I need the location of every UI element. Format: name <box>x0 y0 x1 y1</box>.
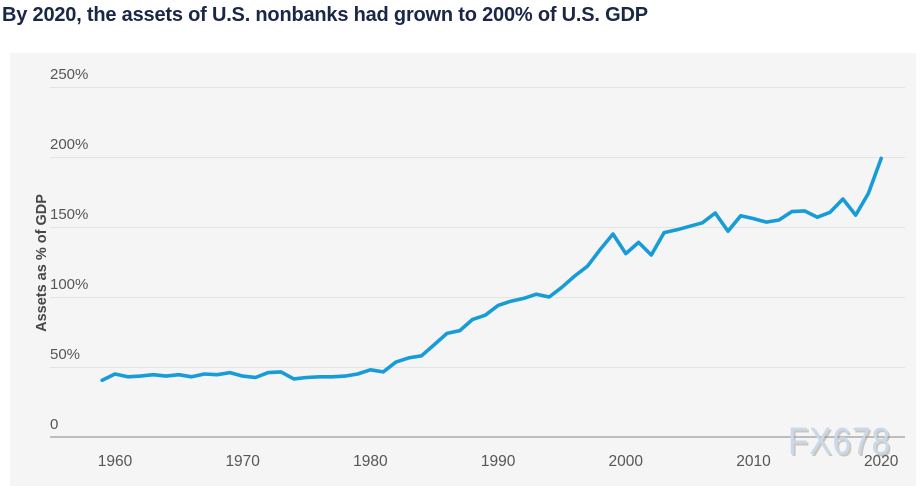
y-axis-title: Assets as % of GDP <box>34 194 50 332</box>
y-tick-50%: 50% <box>50 346 81 363</box>
x-tick-1990: 1990 <box>480 453 516 470</box>
y-tick-0: 0 <box>50 416 59 433</box>
y-tick-250%: 250% <box>50 66 89 83</box>
y-tick-200%: 200% <box>50 136 89 153</box>
y-tick-150%: 150% <box>50 206 89 223</box>
chart-title: By 2020, the assets of U.S. nonbanks had… <box>2 4 648 26</box>
x-tick-1970: 1970 <box>225 453 260 470</box>
watermark: FX678 <box>788 421 891 463</box>
gridline-100% <box>50 297 905 298</box>
gridline-50% <box>50 367 905 368</box>
x-tick-2020: 2020 <box>863 453 899 470</box>
gridline-200% <box>50 157 905 158</box>
x-tick-2000: 2000 <box>608 453 644 470</box>
gridline-150% <box>50 227 905 228</box>
gridline-250% <box>50 87 905 88</box>
x-tick-1980: 1980 <box>353 453 388 470</box>
x-tick-2010: 2010 <box>736 453 771 470</box>
y-tick-100%: 100% <box>50 276 89 293</box>
x-axis-baseline <box>50 436 905 438</box>
x-tick-1960: 1960 <box>97 453 133 470</box>
plot-panel <box>10 53 916 486</box>
